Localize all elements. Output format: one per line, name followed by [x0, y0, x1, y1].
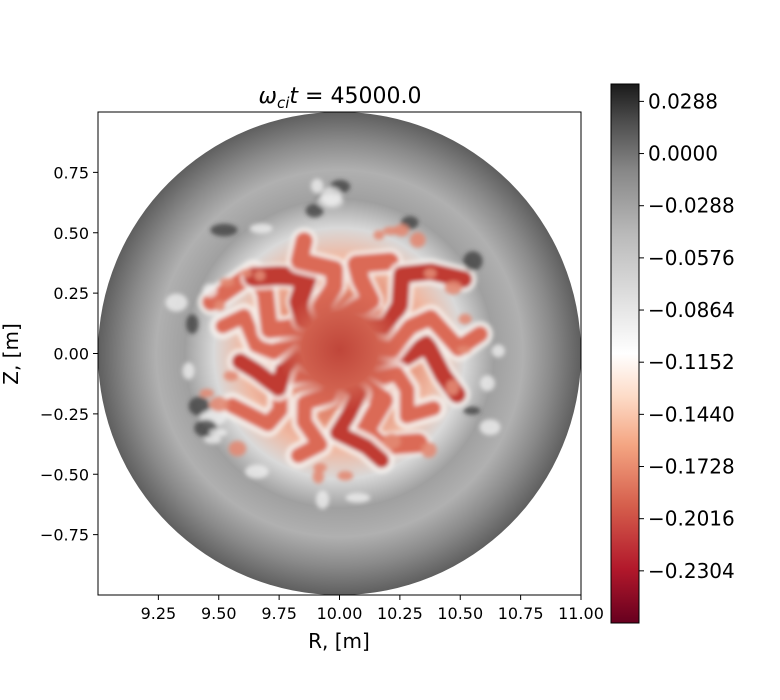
- y-tick-label: 0.25: [53, 284, 89, 303]
- ring-blob: [188, 396, 210, 416]
- ring-droplet: [254, 270, 266, 281]
- ring-droplet: [223, 370, 239, 382]
- heatmap-field: [98, 112, 581, 595]
- y-axis-ticks: 0.75 0.50 0.25 0.00 −0.25 −0.50 −0.75: [40, 163, 98, 545]
- ring-blob: [182, 362, 195, 380]
- ring-droplet: [199, 388, 215, 398]
- colorbar-tick-label: −0.1440: [648, 402, 735, 426]
- y-tick-label: 0.75: [53, 163, 89, 182]
- colorbar-tick-label: 0.0000: [648, 142, 718, 166]
- ring-droplet: [214, 300, 226, 312]
- x-tick-label: 10.50: [437, 604, 483, 623]
- ring-droplet: [219, 277, 235, 287]
- x-axis-ticks: 9.25 9.50 9.75 10.00 10.25 10.50 10.75 11.00: [141, 595, 604, 623]
- colorbar-tick-label: −0.2016: [648, 507, 735, 531]
- x-tick-label: 9.75: [261, 604, 297, 623]
- ring-blob: [210, 223, 238, 237]
- ring-blob: [209, 428, 228, 437]
- ring-droplet: [423, 268, 437, 279]
- ring-blob: [345, 492, 371, 503]
- colorbar-tick-label: −0.0864: [648, 298, 735, 322]
- ring-blob: [305, 203, 324, 218]
- x-tick-label: 10.75: [498, 604, 544, 623]
- ring-droplet: [382, 433, 401, 450]
- ring-blob: [204, 435, 222, 444]
- title-variable: t: [289, 84, 299, 109]
- ring-droplet: [228, 440, 247, 457]
- x-tick-label: 9.25: [141, 604, 177, 623]
- x-tick-label: 10.25: [377, 604, 423, 623]
- colorbar-ticks: 0.0288 0.0000 −0.0288 −0.0576 −0.0864 −0.1152…: [639, 89, 735, 583]
- ring-droplet: [382, 226, 399, 236]
- x-tick-label: 9.50: [201, 604, 237, 623]
- ring-blob: [315, 490, 330, 510]
- ring-droplet: [409, 232, 426, 248]
- ring-blob: [463, 406, 481, 415]
- title-value: 45000.0: [330, 84, 421, 109]
- x-axis-label: R, [m]: [308, 629, 370, 653]
- colorbar-tick-label: −0.1152: [648, 350, 735, 374]
- ring-droplet: [209, 396, 230, 412]
- ring-blob: [320, 187, 342, 206]
- x-tick-label: 10.00: [317, 604, 363, 623]
- title-subscript: ci: [277, 94, 290, 112]
- x-tick-label: 11.00: [558, 604, 604, 623]
- ring-droplet: [444, 280, 463, 295]
- ring-blob: [202, 283, 218, 298]
- title-symbol: ω: [259, 84, 277, 109]
- colorbar-tick-label: 0.0288: [648, 89, 718, 113]
- colorbar-tick-label: −0.0576: [648, 246, 735, 270]
- y-axis-label: Z, [m]: [0, 323, 23, 385]
- colorbar-tick-label: −0.1728: [648, 455, 735, 479]
- y-tick-label: −0.75: [40, 526, 89, 545]
- ring-droplet: [445, 379, 460, 396]
- ring-blob: [186, 314, 199, 334]
- y-tick-label: −0.50: [40, 465, 89, 484]
- ring-droplet: [373, 230, 385, 240]
- ring-droplet: [313, 462, 327, 473]
- colorbar: [610, 83, 640, 624]
- ring-droplet: [393, 224, 410, 237]
- ring-droplet: [456, 346, 472, 355]
- y-tick-label: 0.50: [53, 224, 89, 243]
- ring-droplet: [312, 469, 324, 484]
- ring-blob: [463, 251, 483, 271]
- y-tick-label: −0.25: [40, 405, 89, 424]
- colorbar-tick-label: −0.2304: [648, 559, 735, 583]
- colorbar-tick-label: −0.0288: [648, 194, 735, 218]
- ring-blob: [165, 293, 188, 312]
- ring-droplet: [458, 313, 472, 325]
- chart-title: ωcit = 45000.0: [259, 84, 422, 112]
- y-tick-label: 0.00: [53, 345, 89, 364]
- ring-blob: [479, 419, 501, 436]
- ring-blob: [249, 223, 273, 234]
- ring-blob: [480, 375, 495, 392]
- ring-blob: [491, 344, 505, 358]
- ring-droplet: [241, 268, 253, 278]
- ring-droplet: [337, 470, 354, 481]
- ring-blob: [245, 464, 269, 479]
- ring-blob: [310, 178, 324, 194]
- title-equals: =: [298, 84, 330, 109]
- heatmap-core: [277, 288, 402, 412]
- ring-droplet: [420, 442, 437, 458]
